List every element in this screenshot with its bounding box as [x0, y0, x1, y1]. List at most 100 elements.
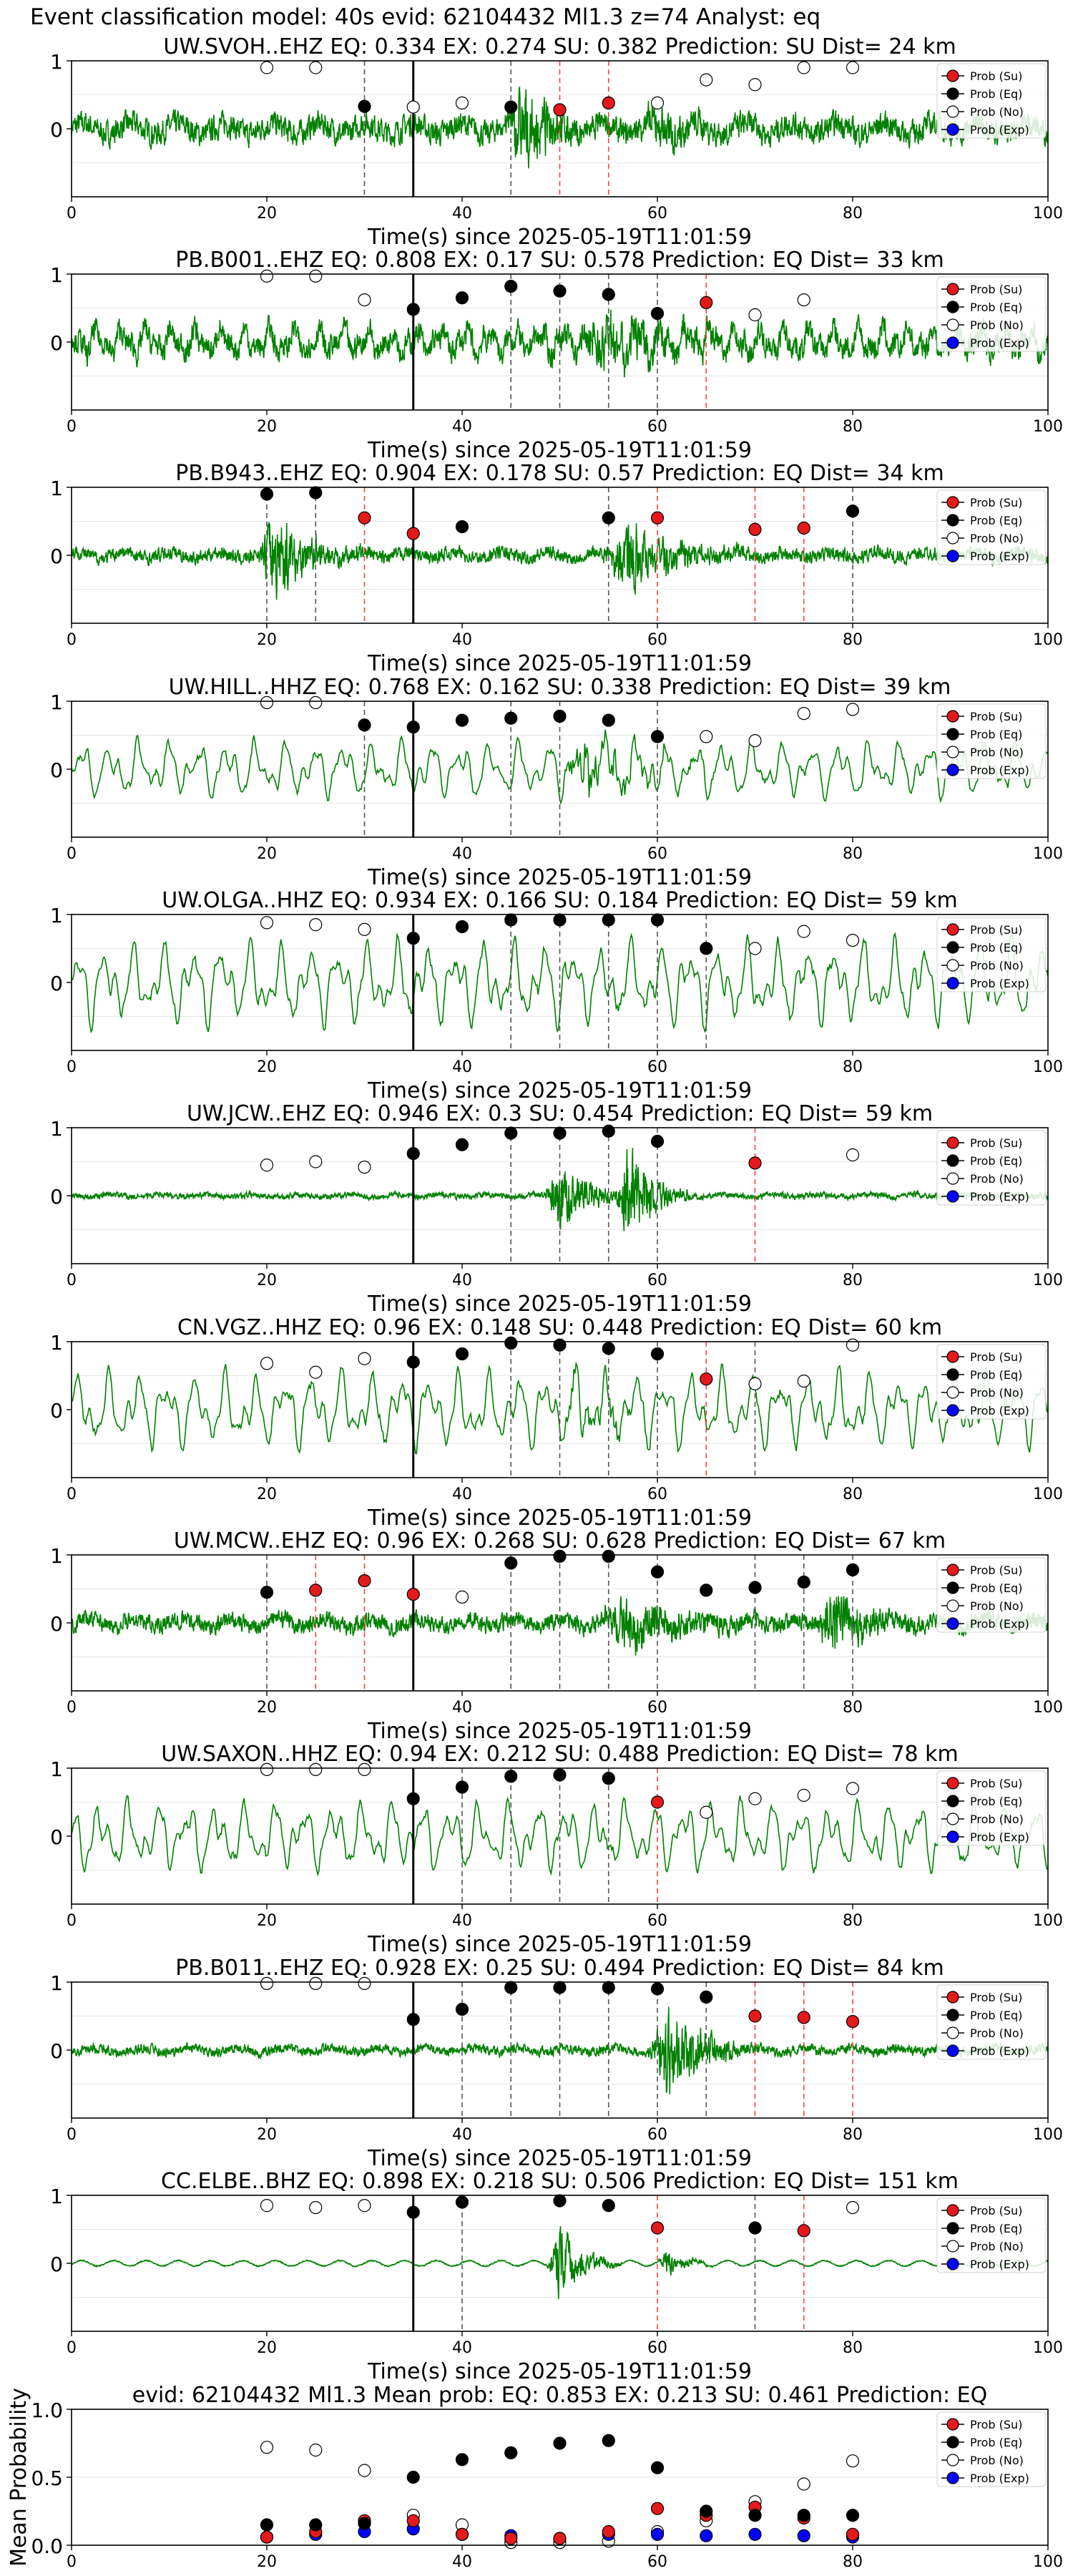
prob-su-point	[700, 1372, 713, 1386]
prob-no-point	[309, 61, 323, 74]
legend-box	[936, 1770, 1047, 1846]
prob-su-point	[700, 296, 713, 309]
prob-no-point	[358, 1160, 371, 1174]
prob-no-point	[748, 733, 762, 748]
y-tick-label: 0	[50, 972, 63, 995]
legend-marker	[946, 1563, 959, 1576]
legend-marker	[946, 69, 959, 82]
legend-marker	[946, 283, 959, 296]
x-tick-label: 80	[843, 845, 863, 863]
legend-marker	[946, 941, 959, 954]
x-tick-label: 20	[257, 2126, 277, 2144]
subplot-title: evid: 62104432 Ml1.3 Mean prob: EQ: 0.85…	[132, 2383, 987, 2408]
y-tick-label: 0	[50, 118, 63, 142]
legend-label: Prob (Exp)	[970, 2472, 1029, 2485]
prob-eq-point	[406, 303, 420, 316]
x-axis-label: Time(s) since 2025-05-19T11:01:59	[367, 1932, 752, 1957]
x-tick-label: 0	[67, 631, 77, 649]
x-tick-label: 40	[452, 1699, 472, 1717]
prob-su-point	[358, 1574, 371, 1588]
prob-no-point	[309, 918, 323, 932]
legend-label: Prob (Exp)	[970, 1190, 1029, 1204]
legend-marker	[946, 2454, 959, 2467]
legend-label: Prob (No)	[970, 318, 1024, 332]
prob-su-point	[260, 2530, 274, 2544]
subplot-9: UW.SAXON..HHZ EQ: 0.94 EX: 0.212 SU: 0.4…	[50, 1742, 1063, 1957]
prob-no-point	[260, 61, 274, 74]
legend-marker	[946, 1830, 959, 1843]
legend-marker	[946, 1777, 959, 1790]
prob-no-point	[260, 916, 274, 930]
x-tick-label: 80	[843, 2339, 863, 2357]
legend-marker	[946, 1172, 959, 1185]
prob-su-point	[358, 511, 371, 525]
x-tick-label: 100	[1033, 2553, 1063, 2571]
legend-marker	[946, 2222, 959, 2235]
x-tick-label: 40	[452, 845, 472, 863]
prob-su-point	[406, 1588, 420, 1601]
y-tick-label: 0	[50, 2253, 63, 2276]
prob-no-point	[650, 96, 665, 109]
x-tick-label: 20	[257, 205, 277, 223]
x-tick-label: 20	[257, 2339, 277, 2357]
legend-label: Prob (No)	[970, 2026, 1024, 2040]
y-tick-label: 1	[50, 50, 63, 74]
prob-no-point	[309, 696, 323, 710]
prob-eq-point	[504, 100, 518, 114]
prob-su-point	[650, 2502, 665, 2515]
prob-eq-point	[455, 2453, 469, 2467]
subplot-11: CC.ELBE..BHZ EQ: 0.898 EX: 0.218 SU: 0.5…	[50, 2169, 1063, 2384]
x-tick-label: 40	[452, 205, 472, 223]
legend-label: Prob (No)	[970, 2240, 1024, 2253]
legend-box	[936, 703, 1047, 779]
x-tick-label: 20	[257, 631, 277, 649]
prob-eq-point	[650, 913, 665, 927]
legend-label: Prob (Eq)	[970, 941, 1022, 955]
x-tick-label: 60	[647, 2339, 667, 2357]
x-tick-label: 100	[1033, 631, 1063, 649]
prob-exp-point	[748, 2527, 762, 2541]
x-tick-label: 100	[1033, 1058, 1063, 1076]
x-tick-label: 60	[647, 418, 667, 436]
prob-eq-point	[504, 1126, 518, 1140]
x-tick-label: 20	[257, 418, 277, 436]
legend-marker	[946, 336, 959, 349]
y-tick-label: 1	[50, 1544, 63, 1568]
legend-marker	[946, 550, 959, 562]
prob-su-point	[650, 1795, 665, 1809]
prob-eq-point	[553, 284, 567, 298]
prob-no-point	[260, 1976, 274, 1990]
prob-su-point	[846, 2015, 860, 2029]
prob-eq-point	[455, 2195, 469, 2209]
prob-eq-point	[797, 2509, 810, 2522]
legend-box	[936, 489, 1047, 565]
prob-eq-point	[650, 1347, 665, 1361]
x-tick-label: 60	[647, 1912, 667, 1930]
prob-eq-point	[602, 1342, 615, 1355]
y-tick-label: 0	[50, 331, 63, 355]
prob-no-point	[846, 2454, 860, 2468]
prob-no-point	[846, 1338, 860, 1352]
legend-marker	[946, 2009, 959, 2021]
legend-box	[936, 276, 1047, 352]
x-tick-label: 0	[67, 1485, 77, 1503]
y-tick-label: 0	[50, 1825, 63, 1849]
prob-no-point	[309, 1155, 323, 1169]
prob-eq-point	[602, 1772, 615, 1785]
prob-eq-point	[455, 291, 469, 305]
subplot-10: PB.B011..EHZ EQ: 0.928 EX: 0.25 SU: 0.49…	[50, 1956, 1063, 2171]
x-tick-label: 40	[452, 1485, 472, 1503]
y-axis-label: Mean Probability	[6, 2388, 31, 2567]
legend-label: Prob (Eq)	[970, 728, 1022, 741]
y-tick-label: 0.5	[31, 2467, 63, 2490]
prob-exp-point	[797, 2529, 810, 2542]
x-tick-label: 60	[647, 1272, 667, 1289]
x-tick-label: 100	[1033, 418, 1063, 436]
legend-label: Prob (No)	[970, 1386, 1024, 1400]
subplot-title: UW.JCW..EHZ EQ: 0.946 EX: 0.3 SU: 0.454 …	[187, 1101, 933, 1126]
prob-eq-point	[455, 519, 469, 534]
prob-su-point	[748, 1156, 762, 1170]
legend-label: Prob (Su)	[970, 69, 1022, 83]
x-tick-label: 100	[1033, 1912, 1063, 1930]
x-tick-label: 100	[1033, 205, 1063, 223]
